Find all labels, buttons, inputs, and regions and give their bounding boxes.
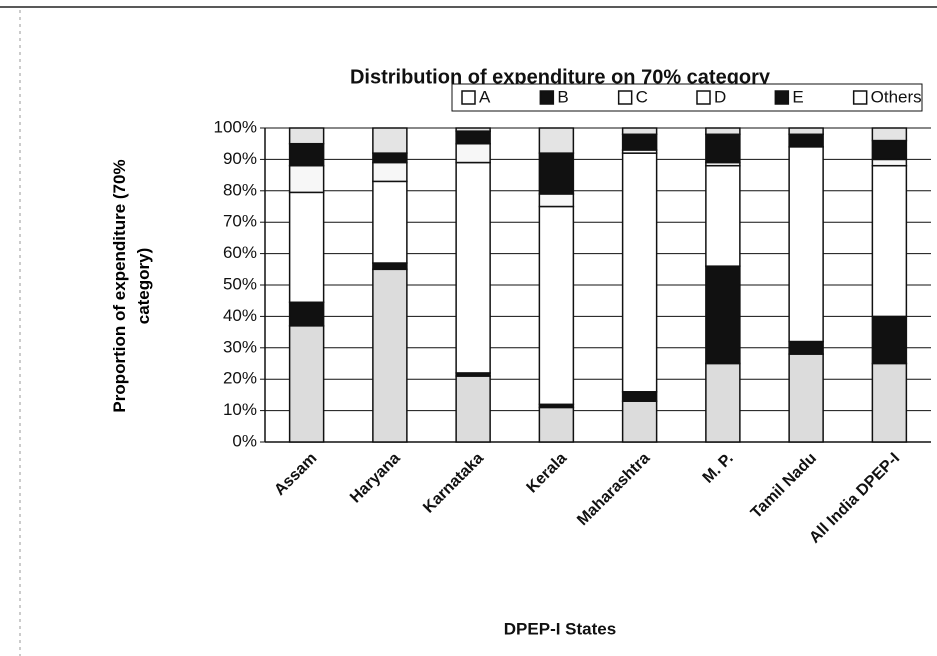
bar-segment bbox=[871, 164, 908, 318]
bar-segment bbox=[288, 301, 325, 327]
x-tick-label: Tamil Nadu bbox=[748, 450, 820, 522]
bar-segment bbox=[788, 146, 824, 343]
bar-segment bbox=[372, 161, 408, 183]
bar-segment bbox=[455, 130, 491, 145]
y-tick-label: 80% bbox=[223, 180, 257, 199]
bar-segment bbox=[372, 180, 408, 264]
bar-segment bbox=[621, 152, 658, 393]
bar-segment bbox=[372, 127, 408, 154]
bar-segment bbox=[788, 127, 824, 136]
y-tick-label: 60% bbox=[223, 243, 257, 262]
chart-title: Distribution of expenditure on 70% categ… bbox=[350, 66, 771, 88]
bar-segment bbox=[705, 362, 741, 443]
y-tick-label: 100% bbox=[214, 117, 257, 136]
x-axis-title: DPEP-I States bbox=[504, 619, 616, 638]
bar-segment bbox=[538, 127, 575, 154]
legend-label: B bbox=[557, 87, 568, 106]
bar-segment bbox=[538, 205, 575, 406]
bar-segment bbox=[788, 133, 824, 148]
bar-segment bbox=[705, 133, 741, 164]
bar-segment bbox=[871, 362, 908, 443]
bar-segment bbox=[372, 152, 408, 164]
bar-segment bbox=[455, 375, 491, 443]
bar-segment bbox=[288, 142, 325, 167]
bar-segment bbox=[705, 127, 741, 136]
legend-box bbox=[451, 83, 923, 112]
legend-swatch bbox=[852, 90, 868, 105]
bar-segment bbox=[621, 391, 658, 402]
y-tick-label: 30% bbox=[223, 337, 257, 356]
legend-label: C bbox=[636, 87, 648, 106]
legend-label: D bbox=[714, 87, 726, 106]
x-tick-label: All India DPEP-I bbox=[806, 450, 903, 547]
y-tick-label: 10% bbox=[223, 400, 257, 419]
bar-segment bbox=[288, 191, 325, 304]
y-tick-label: 90% bbox=[223, 149, 257, 168]
bar-segment bbox=[372, 268, 408, 443]
legend-label: A bbox=[479, 87, 491, 106]
bar-segment bbox=[288, 127, 325, 145]
y-axis-title: Proportion of expenditure (70% category) bbox=[110, 159, 153, 413]
bar-segment bbox=[538, 152, 575, 195]
y-tick-label: 50% bbox=[223, 274, 257, 293]
legend-swatch bbox=[461, 90, 476, 105]
y-tick-label: 70% bbox=[223, 212, 257, 231]
bar-segment bbox=[705, 164, 741, 267]
bar-segment bbox=[538, 406, 575, 443]
x-tick-label: M. P. bbox=[700, 450, 737, 487]
legend-swatch bbox=[617, 90, 633, 105]
bar-segment bbox=[455, 142, 491, 164]
y-tick-label: 0% bbox=[232, 431, 257, 450]
bar-segment bbox=[372, 262, 408, 271]
bar-segment bbox=[621, 127, 658, 136]
bar-segment bbox=[455, 161, 491, 374]
x-tick-label: Assam bbox=[271, 450, 320, 499]
bar-segment bbox=[871, 315, 908, 365]
bar-segment bbox=[871, 139, 908, 161]
x-tick-label: Karnataka bbox=[420, 450, 487, 517]
y-tick-label: 20% bbox=[223, 369, 257, 388]
y-tick-label: 40% bbox=[223, 306, 257, 325]
x-tick-label: Kerala bbox=[524, 450, 571, 497]
bar-segment bbox=[288, 325, 325, 443]
bar-segment bbox=[788, 340, 824, 355]
bar-segment bbox=[538, 193, 575, 208]
bar-segment bbox=[705, 265, 741, 365]
legend-swatch bbox=[774, 90, 790, 105]
y-axis-title-box: Proportion of expenditure (70% category) bbox=[110, 159, 153, 413]
bar-segment bbox=[788, 353, 824, 443]
bar-segment bbox=[455, 127, 491, 132]
legend-swatch bbox=[539, 90, 555, 105]
legend-label: Others bbox=[871, 87, 922, 106]
x-tick-label: Haryana bbox=[347, 450, 404, 507]
legend-swatch bbox=[696, 90, 711, 105]
bar-segment bbox=[871, 127, 908, 142]
x-tick-label: Maharashtra bbox=[574, 450, 653, 529]
bar-segment bbox=[621, 133, 658, 151]
bar-segment bbox=[871, 158, 908, 167]
legend-label: E bbox=[792, 87, 803, 106]
bar-segment bbox=[621, 400, 658, 443]
bar-segment bbox=[288, 164, 325, 194]
